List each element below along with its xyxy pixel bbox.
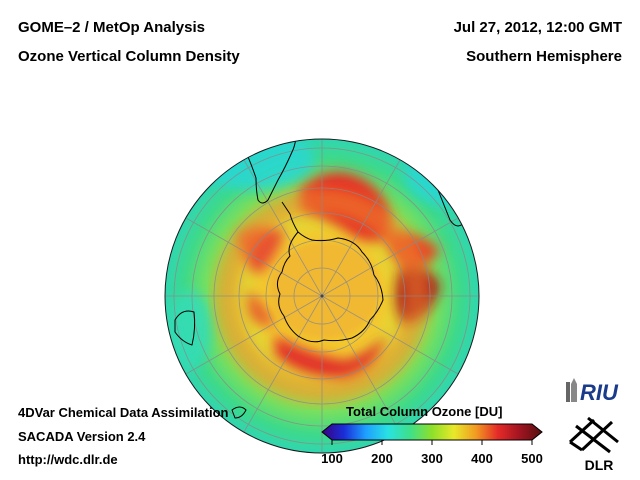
riu-logo: RIU xyxy=(566,378,619,405)
globe-outline xyxy=(164,138,480,454)
dlr-logo-mark xyxy=(568,416,619,454)
new-zealand-coastline xyxy=(231,406,247,419)
riu-logo-text: RIU xyxy=(580,380,619,405)
title-region: Southern Hemisphere xyxy=(466,48,622,65)
dlr-logo-text: DLR xyxy=(585,457,614,473)
south-pole-marker xyxy=(320,294,324,298)
tropics-low-region xyxy=(168,290,212,370)
colorbar-gradient xyxy=(321,423,543,441)
riu-logo-bar xyxy=(566,382,570,402)
antarctica-coastline xyxy=(276,231,384,343)
colorbar xyxy=(321,423,543,445)
title-instrument: GOME–2 / MetOp Analysis xyxy=(18,19,205,36)
colorbar-tick-label: 300 xyxy=(421,451,443,466)
ring-sector-pacific xyxy=(275,335,385,380)
colorbar-tick-label: 100 xyxy=(321,451,343,466)
footer-url[interactable]: http://wdc.dlr.de xyxy=(18,452,118,467)
ring-sector-west xyxy=(248,290,275,327)
title-date: Jul 27, 2012, 12:00 GMT xyxy=(453,19,622,36)
antarctic-peninsula-coastline xyxy=(281,201,299,233)
tropics-low-region xyxy=(195,139,315,190)
colorbar-tick-label: 200 xyxy=(371,451,393,466)
colorbar-tick-label: 400 xyxy=(471,451,493,466)
riu-logo-tower xyxy=(571,378,577,402)
south-america-coastline xyxy=(224,139,297,204)
graticule xyxy=(165,139,479,453)
footer-method: 4DVar Chemical Data Assimilation xyxy=(18,405,229,420)
dlr-logo: DLR xyxy=(568,416,619,473)
footer-version: SACADA Version 2.4 xyxy=(18,429,146,444)
title-product: Ozone Vertical Column Density xyxy=(18,48,240,65)
australia-coastline xyxy=(174,310,196,346)
colorbar-tick-label: 500 xyxy=(521,451,543,466)
tropics-low-region xyxy=(405,145,479,205)
colorbar-title: Total Column Ozone [DU] xyxy=(346,404,503,419)
